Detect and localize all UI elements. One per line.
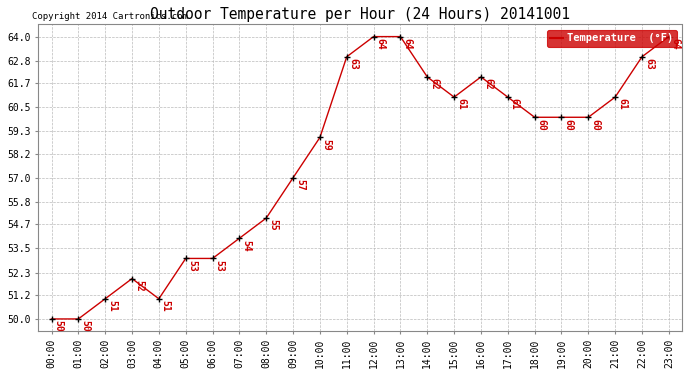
Text: 61: 61 <box>617 99 627 110</box>
Text: 53: 53 <box>188 260 197 272</box>
Text: 62: 62 <box>429 78 440 90</box>
Text: 60: 60 <box>590 118 600 130</box>
Text: 63: 63 <box>644 58 654 70</box>
Text: 61: 61 <box>456 99 466 110</box>
Text: 53: 53 <box>215 260 224 272</box>
Text: 52: 52 <box>134 280 144 292</box>
Text: 50: 50 <box>53 320 63 332</box>
Text: 60: 60 <box>564 118 573 130</box>
Text: 63: 63 <box>348 58 359 70</box>
Text: 60: 60 <box>537 118 546 130</box>
Text: 64: 64 <box>402 38 413 50</box>
Text: 61: 61 <box>510 99 520 110</box>
Text: 50: 50 <box>80 320 90 332</box>
Text: 62: 62 <box>483 78 493 90</box>
Text: 64: 64 <box>671 38 681 50</box>
Text: 59: 59 <box>322 139 332 151</box>
Text: Copyright 2014 Cartronics.com: Copyright 2014 Cartronics.com <box>32 12 188 21</box>
Text: 51: 51 <box>107 300 117 312</box>
Title: Outdoor Temperature per Hour (24 Hours) 20141001: Outdoor Temperature per Hour (24 Hours) … <box>150 7 570 22</box>
Legend: Temperature  (°F): Temperature (°F) <box>547 30 677 47</box>
Text: 55: 55 <box>268 219 278 231</box>
Text: 57: 57 <box>295 179 305 191</box>
Text: 64: 64 <box>375 38 386 50</box>
Text: 54: 54 <box>241 240 251 251</box>
Text: 51: 51 <box>161 300 171 312</box>
